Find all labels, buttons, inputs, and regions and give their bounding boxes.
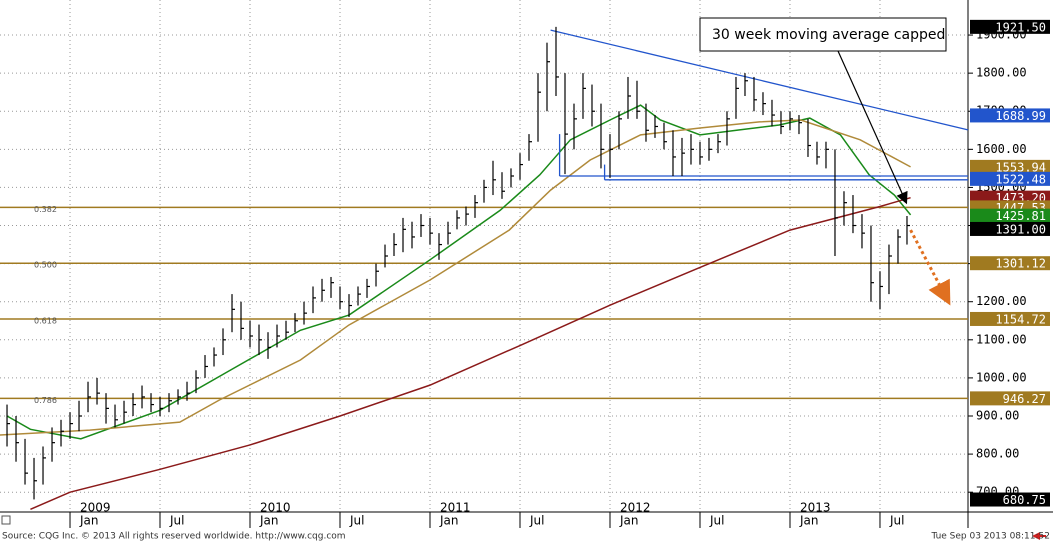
price-tag-label: 1522.48 (995, 172, 1046, 186)
price-tag (970, 492, 1050, 507)
year-label: 2011 (440, 501, 471, 515)
price-tag (970, 311, 1050, 326)
x-tick-label: Jan (619, 514, 639, 528)
year-label: 2010 (260, 501, 291, 515)
price-tag (970, 221, 1050, 236)
x-tick-label: Jul (349, 514, 364, 528)
moving-average (30, 196, 911, 511)
x-tick-label: Jul (529, 514, 544, 528)
fib-label: 0.786 (34, 396, 57, 405)
price-tag-label: 680.75 (1003, 493, 1046, 507)
corner-box (1, 515, 11, 525)
trend-line (550, 29, 969, 131)
y-tick-label: 1600.00 (976, 142, 1027, 156)
price-tag-label: 1301.12 (995, 257, 1046, 271)
x-tick-label: Jan (799, 514, 819, 528)
scroll-arrow[interactable] (1032, 532, 1046, 540)
timestamp: Tue Sep 03 2013 08:11:52 (930, 532, 1050, 542)
price-tag-label: 1553.94 (995, 160, 1046, 174)
x-tick-label: Jul (889, 514, 904, 528)
annotation: 30 week moving average capped (712, 27, 945, 43)
price-tag-label: 1425.81 (995, 209, 1046, 223)
price-tag (970, 108, 1050, 123)
source: Source: CQG Inc. © 2013 All rights reser… (2, 532, 346, 542)
price-tag-label: 1688.99 (995, 109, 1046, 123)
price-tag (970, 159, 1050, 174)
y-tick-label: 1200.00 (976, 294, 1027, 308)
moving-average (6, 104, 912, 440)
price-tag-label: 1391.00 (995, 222, 1046, 236)
moving-average (0, 119, 911, 436)
price-tag (970, 208, 1050, 223)
y-tick-label: 1000.00 (976, 370, 1027, 384)
annotation-box (699, 17, 947, 52)
y-tick-label: 800.00 (976, 447, 1019, 461)
x-tick-label: Jul (709, 514, 724, 528)
price-tag-label: 1154.72 (995, 312, 1046, 326)
x-tick-label: Jan (439, 514, 459, 528)
price-tag (970, 391, 1050, 406)
price-tag (970, 19, 1050, 34)
price-tag-label: 1921.50 (995, 20, 1046, 34)
price-tag (970, 171, 1050, 186)
fib-label: 0.382 (34, 205, 57, 214)
x-tick-label: Jan (259, 514, 279, 528)
y-tick-label: 1800.00 (976, 66, 1027, 80)
year-label: 2009 (80, 501, 111, 515)
annotation-arrow (837, 50, 908, 205)
year-label: 2012 (620, 501, 651, 515)
fib-label: 0.618 (34, 316, 57, 325)
y-tick-label: 900.00 (976, 409, 1019, 423)
fib-label: 0.500 (34, 261, 57, 270)
x-tick-label: Jul (169, 514, 184, 528)
x-tick-label: Jan (79, 514, 99, 528)
forecast-arrow (909, 229, 951, 306)
year-label: 2013 (800, 501, 831, 515)
price-tag-label: 946.27 (1003, 392, 1046, 406)
y-tick-label: 1100.00 (976, 332, 1027, 346)
price-tag (970, 256, 1050, 271)
